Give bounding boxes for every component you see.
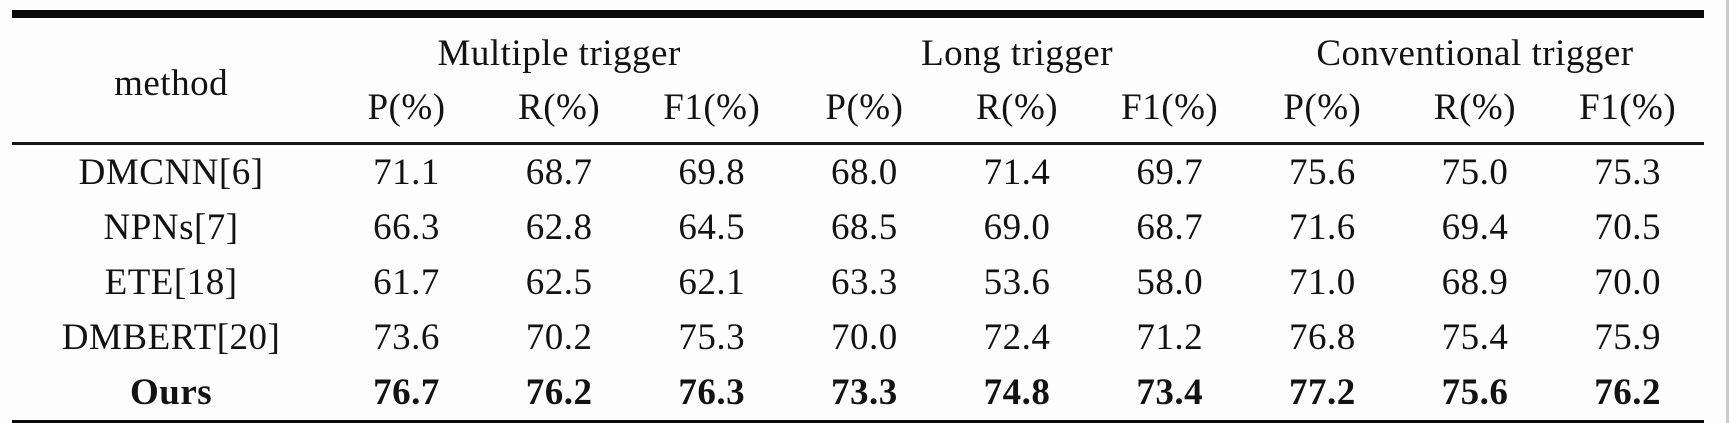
value-cell: 76.2 <box>1594 372 1662 413</box>
metric-header-r: R(%) <box>482 82 636 145</box>
metric-header-p: P(%) <box>330 82 483 145</box>
value-cell: 68.5 <box>831 207 898 248</box>
value-cell: 73.4 <box>1136 372 1204 413</box>
value-cell: 64.5 <box>678 207 746 248</box>
value-cell: 58.0 <box>1136 262 1204 303</box>
value-cell: 76.3 <box>678 372 746 413</box>
method-cell: Ours <box>129 372 213 413</box>
value-cell: 62.8 <box>525 207 593 248</box>
value-cell: 53.6 <box>983 262 1051 303</box>
table-row: NPNs[7] 66.3 62.8 64.5 68.5 69.0 68.7 71.6 69.4 7… <box>12 200 1704 255</box>
value-cell: 77.2 <box>1288 372 1356 413</box>
group-header-row: method Multiple trigger Long trigger Con… <box>12 14 1704 145</box>
value-cell: 74.8 <box>983 372 1051 413</box>
value-cell: 71.6 <box>1288 207 1356 248</box>
page-edge-line <box>1726 0 1729 423</box>
metric-header-p: P(%) <box>1246 82 1399 145</box>
metric-header-p: P(%) <box>788 82 941 145</box>
value-cell: 69.7 <box>1136 152 1204 193</box>
table-row: DMBERT[20] 73.6 70.2 75.3 70.0 72.4 71.2 76.8 75… <box>12 310 1704 365</box>
value-cell: 73.3 <box>831 372 898 413</box>
value-cell: 68.7 <box>1136 207 1204 248</box>
group-header-multiple-trigger: Multiple trigger <box>437 32 681 74</box>
metric-header-r: R(%) <box>940 82 1094 145</box>
value-cell: 75.6 <box>1441 372 1509 413</box>
value-cell: 71.2 <box>1136 317 1204 358</box>
metric-header-f1: F1(%) <box>1093 82 1247 145</box>
group-header-long-trigger: Long trigger <box>921 32 1114 74</box>
value-cell: 72.4 <box>983 317 1051 358</box>
value-cell: 76.8 <box>1288 317 1356 358</box>
value-cell: 76.2 <box>525 372 593 413</box>
value-cell: 75.0 <box>1441 152 1509 193</box>
method-cell: NPNs[7] <box>103 207 239 248</box>
value-cell: 75.3 <box>1594 152 1662 193</box>
table-row: DMCNN[6] 71.1 68.7 69.8 68.0 71.4 69.7 75.6 75.0… <box>12 144 1704 201</box>
method-cell: DMBERT[20] <box>61 317 281 358</box>
results-table: method Multiple trigger Long trigger Con… <box>12 10 1704 423</box>
value-cell: 70.5 <box>1594 207 1662 248</box>
method-column-header: method <box>12 14 331 145</box>
method-cell: DMCNN[6] <box>78 152 264 193</box>
value-cell: 62.5 <box>525 262 593 303</box>
value-cell: 66.3 <box>373 207 440 248</box>
value-cell: 75.6 <box>1288 152 1356 193</box>
table-header: method Multiple trigger Long trigger Con… <box>12 14 1704 145</box>
value-cell: 71.4 <box>983 152 1051 193</box>
value-cell: 70.0 <box>831 317 898 358</box>
metric-header-f1: F1(%) <box>635 82 789 145</box>
table-body: DMCNN[6] 71.1 68.7 69.8 68.0 71.4 69.7 75.6 75.0… <box>12 144 1704 423</box>
value-cell: 75.4 <box>1441 317 1509 358</box>
value-cell: 68.7 <box>525 152 593 193</box>
value-cell: 73.6 <box>373 317 440 358</box>
value-cell: 75.9 <box>1594 317 1662 358</box>
metric-header-row: P(%) R(%) F1(%) P(%) R(%) F1(%) P(%) R(%… <box>12 82 1704 145</box>
value-cell: 68.0 <box>831 152 898 193</box>
value-cell: 76.7 <box>373 372 440 413</box>
group-header-conventional-trigger: Conventional trigger <box>1316 32 1634 74</box>
value-cell: 69.8 <box>678 152 746 193</box>
value-cell: 75.3 <box>678 317 746 358</box>
value-cell: 71.0 <box>1288 262 1356 303</box>
value-cell: 61.7 <box>373 262 440 303</box>
value-cell: 63.3 <box>831 262 898 303</box>
value-cell: 69.0 <box>983 207 1051 248</box>
metric-header-r: R(%) <box>1398 82 1552 145</box>
value-cell: 68.9 <box>1441 262 1509 303</box>
method-cell: ETE[18] <box>104 262 238 303</box>
metric-header-f1: F1(%) <box>1551 82 1704 145</box>
value-cell: 70.0 <box>1594 262 1662 303</box>
value-cell: 62.1 <box>678 262 746 303</box>
table-row: ETE[18] 61.7 62.5 62.1 63.3 53.6 58.0 71.0 68.9 7… <box>12 255 1704 310</box>
value-cell: 71.1 <box>373 152 440 193</box>
table-row: Ours 76.7 76.2 76.3 73.3 74.8 73.4 77.2 75.6 76.2 <box>12 365 1704 423</box>
value-cell: 70.2 <box>525 317 593 358</box>
value-cell: 69.4 <box>1441 207 1509 248</box>
